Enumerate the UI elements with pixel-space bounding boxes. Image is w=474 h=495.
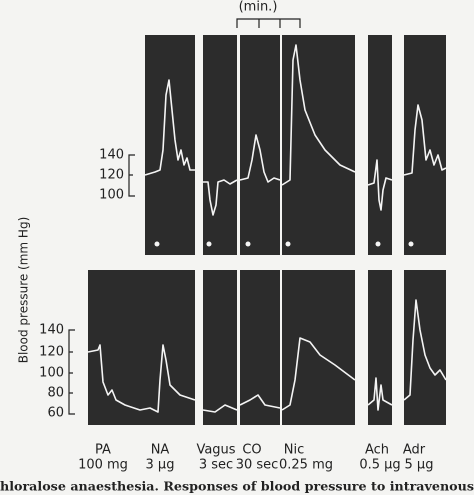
trace-panel xyxy=(203,270,237,425)
lower-tick: 140 xyxy=(39,323,64,338)
drug-name: Ach xyxy=(365,443,389,458)
injection-marker xyxy=(245,241,251,247)
drug-name: CO xyxy=(242,443,261,458)
pressure-trace xyxy=(367,377,393,411)
upper-tick: 120 xyxy=(99,168,124,183)
upper-tick: 140 xyxy=(99,148,124,163)
drug-dose: 30 sec xyxy=(236,458,279,473)
time-bracket xyxy=(236,18,301,28)
drug-name: Nic xyxy=(284,443,304,458)
injection-marker xyxy=(206,241,212,247)
pressure-trace xyxy=(144,79,195,176)
drug-dose: 0.25 mg xyxy=(279,458,333,473)
pressure-trace xyxy=(281,44,356,186)
drug-dose: 3 sec xyxy=(199,458,233,473)
drug-dose: 100 mg xyxy=(78,458,128,473)
pressure-trace xyxy=(239,134,281,183)
trace-panel xyxy=(145,35,195,255)
pressure-trace xyxy=(202,404,238,413)
lower-scale xyxy=(68,329,75,415)
drug-dose: 3 μg xyxy=(146,458,175,473)
drug-labels: PA 100 mg NA 3 μg Vagus 3 sec CO 30 sec … xyxy=(78,443,433,473)
pressure-trace xyxy=(87,344,196,413)
injection-marker xyxy=(154,241,160,247)
trace-panel xyxy=(88,270,195,425)
lower-tick: 120 xyxy=(39,345,64,360)
lower-tick: 100 xyxy=(39,366,64,381)
drug-name: NA xyxy=(151,443,170,458)
time-label: (min.) xyxy=(239,0,278,15)
upper-scale xyxy=(128,154,135,197)
lower-tick: 60 xyxy=(47,406,64,421)
injection-marker xyxy=(375,241,381,247)
pressure-trace xyxy=(403,299,447,401)
drug-name: Vagus xyxy=(196,443,235,458)
trace-panel xyxy=(282,35,355,255)
y-axis-label: Blood pressure (mm Hg) xyxy=(17,217,31,364)
lower-row xyxy=(87,270,447,425)
pressure-trace xyxy=(403,104,447,176)
upper-tick: 100 xyxy=(99,188,124,203)
trace-panel xyxy=(404,270,446,425)
pressure-trace xyxy=(281,337,356,411)
injection-marker xyxy=(285,241,291,247)
pressure-trace xyxy=(203,179,238,216)
drug-name: PA xyxy=(95,443,111,458)
injection-marker xyxy=(408,241,414,247)
trace-panel xyxy=(203,35,237,255)
trace-panel xyxy=(282,270,355,425)
caption: hloralose anaesthesia. Responses of bloo… xyxy=(0,479,474,494)
trace-panel xyxy=(240,35,280,255)
drug-dose: 5 μg xyxy=(405,458,434,473)
trace-panel xyxy=(368,35,392,255)
drug-dose: 0.5 μg xyxy=(359,458,400,473)
pressure-trace xyxy=(367,159,393,211)
pressure-trace xyxy=(239,394,281,409)
lower-tick: 80 xyxy=(47,386,64,401)
upper-row xyxy=(144,35,447,255)
drug-name: Adr xyxy=(403,443,426,458)
